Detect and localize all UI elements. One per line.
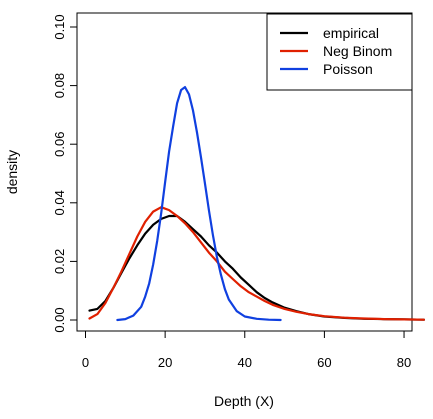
y-tick-label: 0.10 [52, 14, 67, 39]
y-tick-label: 0.06 [52, 132, 67, 157]
y-axis: 0.00 0.02 0.04 0.06 0.08 0.10 [52, 14, 78, 333]
y-axis-title: density [4, 150, 20, 194]
x-tick-label: 60 [317, 355, 331, 370]
legend-label-poisson: Poisson [323, 61, 373, 77]
x-axis: 0 20 40 60 80 [82, 330, 411, 370]
legend-label-neg-binom: Neg Binom [323, 43, 392, 59]
y-tick-label: 0.02 [52, 249, 67, 274]
x-tick-label: 0 [82, 355, 89, 370]
series-layer [88, 85, 425, 322]
x-tick-label: 20 [158, 355, 172, 370]
y-tick-label: 0.00 [52, 307, 67, 332]
x-tick-label: 40 [238, 355, 252, 370]
y-tick-label: 0.08 [52, 73, 67, 98]
legend: empirical Neg Binom Poisson [266, 13, 413, 91]
y-tick-label: 0.04 [52, 190, 67, 215]
series-line-poisson [116, 85, 282, 322]
x-axis-title: Depth (X) [214, 393, 274, 409]
x-tick-label: 80 [397, 355, 411, 370]
legend-label-empirical: empirical [323, 25, 379, 41]
